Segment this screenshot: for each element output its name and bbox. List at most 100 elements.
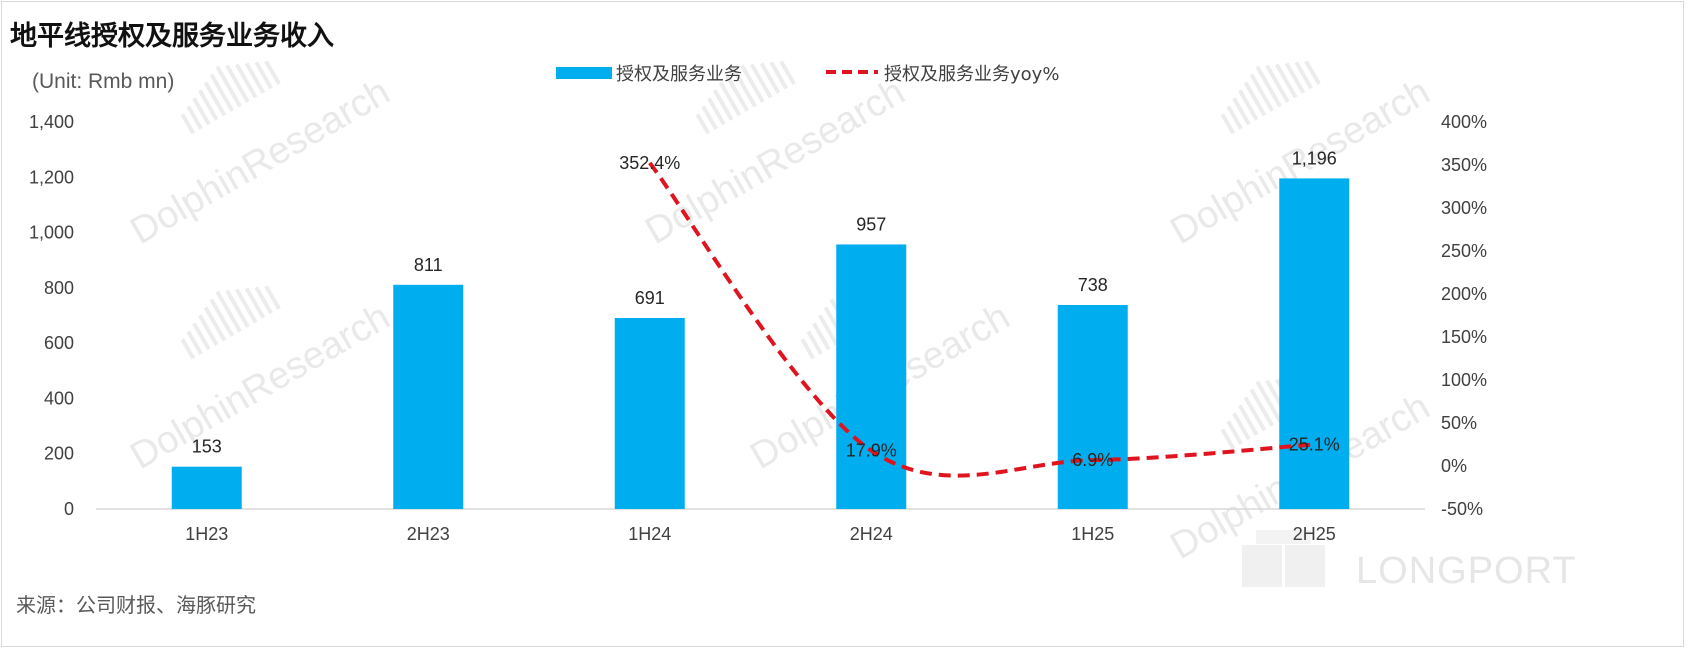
x-tick-label: 2H25 [1293,524,1336,544]
watermark-bar-icon [1284,62,1306,94]
watermark-text: DolphinResearch [124,296,397,478]
x-tick-label: 2H24 [850,524,893,544]
watermark-bar-icon [209,73,235,112]
y-right-tick-label: 300% [1441,198,1487,218]
y-left-tick-label: 800 [44,278,74,298]
longport-logo-icon [1242,545,1282,587]
y-right-tick-label: 100% [1441,370,1487,390]
watermark-bar-icon [1255,65,1282,108]
watermark-bar-icon [1220,113,1236,135]
bar-data-label: 691 [635,288,665,308]
watermark-bar-icon [197,314,219,346]
watermark-bar-icon [812,322,831,351]
watermark-bar-icon [1249,388,1275,427]
longport-logo-icon [1285,545,1325,587]
watermark-bar-icon [225,289,250,328]
bar-data-label: 153 [192,437,222,457]
watermark-bar-icon [1232,412,1251,441]
y-left-tick-label: 1,400 [29,112,74,132]
y-right-tick-label: 150% [1441,327,1487,347]
bar-data-label: 957 [856,214,886,234]
watermark-bar-icon [203,81,227,117]
watermark-bar-icon [806,330,823,355]
watermark-bar-icon [1237,89,1259,121]
watermark-bar-icon [264,60,281,85]
source-note: 来源：公司财报、海豚研究 [16,593,256,617]
bar [614,317,685,509]
bar [171,466,242,509]
watermark-bar-icon [1232,97,1251,126]
watermark-bar-icon [254,286,274,315]
watermark-bar-icon [197,89,219,121]
watermark-bar-icon [1304,60,1321,85]
watermark-bar-icon [1243,81,1267,117]
watermark-bar-icon [707,97,726,126]
watermark-bar-icon [1274,63,1298,99]
watermark-bar-icon [1249,73,1275,112]
watermark-bar-icon [225,64,250,103]
watermark-bar-icon [769,61,789,90]
watermark-bar-icon [192,97,211,126]
watermark-bar-icon [759,62,781,94]
y-left-tick-label: 1,200 [29,167,74,187]
watermark-bar-icon [1294,61,1314,90]
watermark-bar-icon [215,290,242,333]
watermark-bar-icon [701,105,718,130]
legend-label-bar: 授权及服务业务 [616,64,742,85]
y-right-tick-label: -50% [1441,499,1483,519]
watermark-bar-icon [1265,64,1290,103]
watermark-bar-icon [1226,105,1243,130]
y-left-tick-label: 400 [44,388,74,408]
watermark-bar-icon [244,287,266,319]
watermark: DolphinResearch [124,285,397,478]
watermark-bar-icon [730,65,757,108]
watermark-bar-icon [1237,404,1259,436]
longport-logo: LONGPORT [1242,530,1577,592]
y-right-tick-label: 250% [1441,241,1487,261]
watermark-bar-icon [1220,428,1236,450]
legend-bar-swatch [556,67,612,79]
watermark-text: DolphinResearch [124,71,397,253]
watermark-bar-icon [215,65,242,108]
y-left-tick-label: 1,000 [29,223,74,243]
y-right-tick-label: 350% [1441,155,1487,175]
y-right-tick-label: 0% [1441,456,1467,476]
watermark-bar-icon [180,338,196,360]
bar-data-label: 811 [414,255,443,275]
yoy-line [648,161,1315,478]
watermark-group: DolphinResearch DolphinResearch DolphinRes… [124,60,1437,568]
y-left-tick-label: 600 [44,333,74,353]
watermark-bar-icon [800,338,816,360]
watermark-bar-icon [264,285,281,310]
watermark-bar-icon [1226,420,1243,445]
yoy-data-label: 6.9% [1072,450,1113,470]
bar [393,284,464,509]
watermark-bar-icon [1243,396,1267,432]
longport-text: LONGPORT [1356,550,1577,592]
watermark-bar-icon [234,288,258,324]
watermark-bar-icon [186,330,203,355]
watermark-bar-icon [1255,380,1282,423]
bar-data-label: 1,196 [1292,148,1337,168]
y-right-tick-label: 50% [1441,413,1477,433]
watermark-bar-icon [695,113,711,135]
watermark-bar-icon [234,63,258,99]
y-right-tick-label: 400% [1441,112,1487,132]
yoy-data-label: 352.4% [619,153,680,173]
yoy-data-label: 25.1% [1289,434,1340,454]
watermark-bar-icon [817,314,839,346]
bar [1057,304,1128,509]
x-tick-label: 2H23 [407,524,450,544]
watermark-bar-icon [749,63,773,99]
x-tick-label: 1H23 [185,524,228,544]
watermark-bar-icon [203,306,227,342]
legend-label-line: 授权及服务业务yoy% [884,64,1060,85]
bar-data-label: 738 [1078,275,1108,295]
longport-logo-icon [1256,530,1311,544]
chart-title: 地平线授权及服务业务收入 [10,21,334,52]
y-right-tick-label: 200% [1441,284,1487,304]
watermark-bar-icon [712,89,734,121]
legend-line-swatch [826,70,878,74]
watermark-bar-icon [209,298,235,337]
